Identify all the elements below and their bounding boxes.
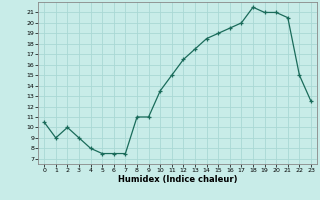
- X-axis label: Humidex (Indice chaleur): Humidex (Indice chaleur): [118, 175, 237, 184]
